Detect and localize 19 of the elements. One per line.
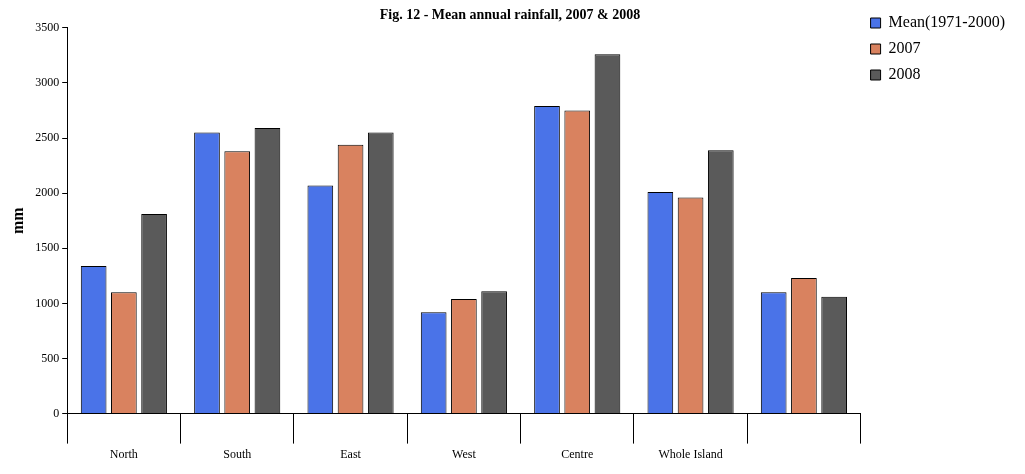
x-tick-label: South bbox=[223, 446, 252, 461]
x-tick-label: North bbox=[109, 446, 138, 461]
legend-label: Mean(1971-2000) bbox=[888, 13, 1006, 32]
y-tick-label: 3500 bbox=[35, 19, 60, 34]
y-tick-label: 2000 bbox=[35, 185, 60, 200]
legend-label: 2008 bbox=[888, 65, 921, 83]
y-tick-label: 1000 bbox=[35, 295, 60, 310]
x-tick-label: Whole Island bbox=[658, 446, 723, 461]
y-tick-label: 2500 bbox=[35, 130, 60, 145]
x-tick-label: East bbox=[340, 446, 362, 461]
y-tick-label: 0 bbox=[53, 405, 60, 420]
x-tick-label: West bbox=[452, 446, 477, 461]
y-axis-title: mm bbox=[8, 206, 26, 235]
legend-label: 2007 bbox=[888, 39, 921, 57]
x-tick-label: Centre bbox=[561, 446, 594, 461]
y-tick-label: 1500 bbox=[35, 240, 60, 255]
chart-title: Fig. 12 - Mean annual rainfall, 2007 & 2008 bbox=[379, 7, 641, 23]
y-tick-label: 3000 bbox=[35, 75, 60, 90]
y-tick-label: 500 bbox=[41, 350, 60, 365]
